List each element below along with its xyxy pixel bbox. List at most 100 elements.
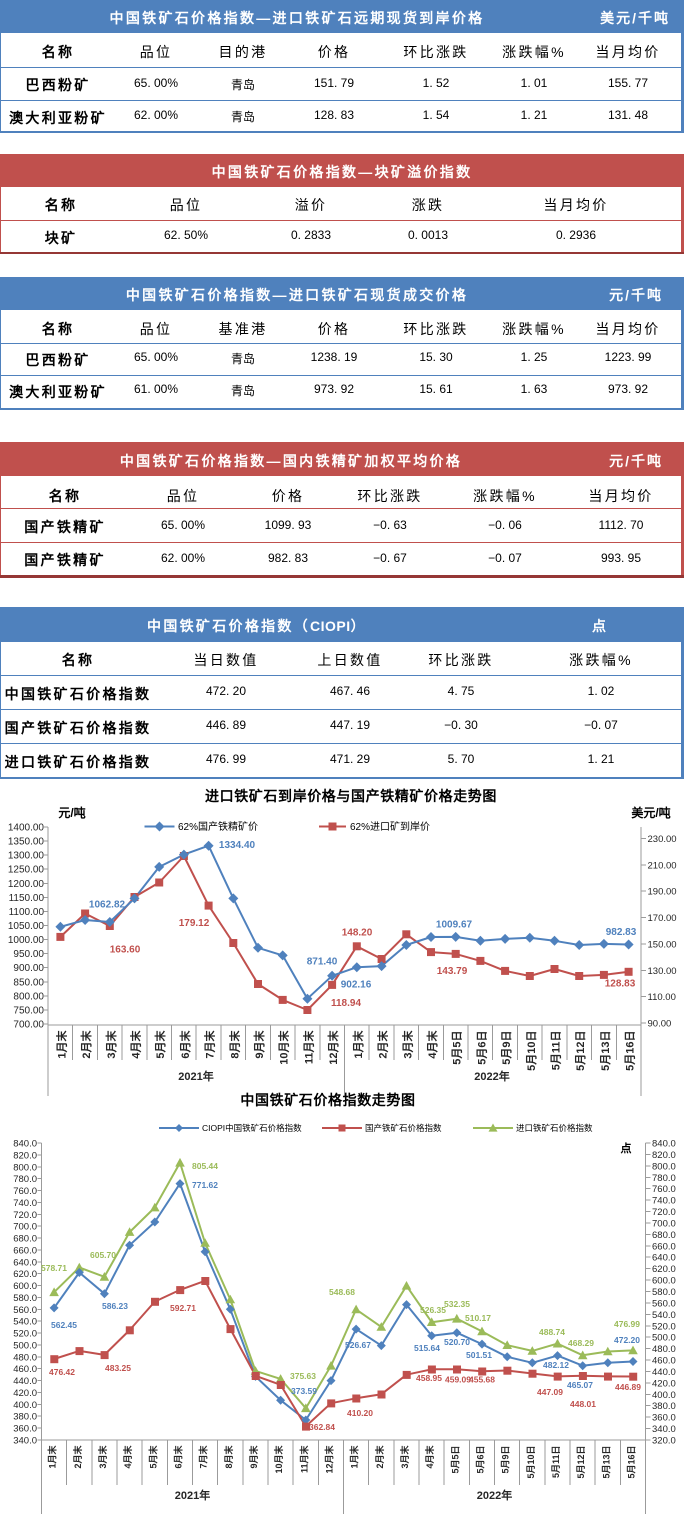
svg-text:1000.00: 1000.00 (8, 935, 45, 946)
svg-text:110.00: 110.00 (648, 992, 676, 1003)
svg-text:850.00: 850.00 (13, 977, 44, 988)
svg-text:902.16: 902.16 (341, 980, 372, 991)
svg-text:455.68: 455.68 (469, 1375, 495, 1385)
svg-text:447.09: 447.09 (537, 1387, 563, 1397)
svg-text:900.00: 900.00 (13, 963, 44, 974)
svg-text:7月末: 7月末 (198, 1445, 209, 1469)
svg-text:2月末: 2月末 (374, 1445, 385, 1469)
svg-text:526.67: 526.67 (345, 1340, 371, 1350)
svg-text:680.0: 680.0 (13, 1234, 37, 1245)
svg-text:4月末: 4月末 (424, 1445, 435, 1469)
svg-text:420.0: 420.0 (13, 1388, 37, 1399)
svg-text:468.29: 468.29 (568, 1338, 594, 1348)
svg-text:800.0: 800.0 (652, 1161, 676, 1172)
svg-text:820.0: 820.0 (652, 1150, 676, 1161)
svg-text:465.07: 465.07 (567, 1380, 593, 1390)
svg-text:点: 点 (621, 1141, 632, 1155)
svg-text:1009.67: 1009.67 (436, 920, 473, 931)
svg-text:340.0: 340.0 (13, 1436, 37, 1447)
svg-text:760.0: 760.0 (652, 1184, 676, 1195)
svg-text:150.00: 150.00 (648, 939, 677, 950)
svg-text:170.00: 170.00 (648, 913, 677, 924)
svg-text:2月末: 2月末 (72, 1445, 83, 1469)
svg-text:1150.00: 1150.00 (9, 893, 45, 904)
svg-text:771.62: 771.62 (192, 1180, 218, 1190)
svg-text:2月末: 2月末 (79, 1030, 93, 1059)
svg-text:380.0: 380.0 (13, 1412, 37, 1423)
svg-text:560.0: 560.0 (13, 1305, 37, 1316)
svg-text:1250.00: 1250.00 (8, 865, 45, 876)
svg-text:440.0: 440.0 (13, 1376, 37, 1387)
svg-text:373.59: 373.59 (291, 1386, 317, 1396)
svg-text:163.60: 163.60 (110, 945, 141, 956)
svg-text:459.09: 459.09 (445, 1375, 471, 1385)
svg-text:760.0: 760.0 (13, 1186, 37, 1197)
svg-text:660.0: 660.0 (652, 1241, 676, 1252)
svg-text:210.00: 210.00 (648, 860, 677, 871)
svg-text:1400.00: 1400.00 (8, 823, 45, 834)
svg-text:982.83: 982.83 (606, 927, 637, 938)
svg-text:5月16日: 5月16日 (624, 1031, 637, 1071)
svg-text:476.99: 476.99 (614, 1319, 640, 1329)
svg-text:700.0: 700.0 (652, 1219, 676, 1230)
svg-text:5月9日: 5月9日 (501, 1446, 511, 1474)
svg-text:1334.40: 1334.40 (219, 840, 256, 851)
svg-text:483.25: 483.25 (105, 1363, 131, 1373)
svg-text:488.74: 488.74 (539, 1327, 565, 1337)
svg-text:148.20: 148.20 (342, 928, 373, 939)
svg-text:6月末: 6月末 (178, 1030, 192, 1059)
svg-text:1月末: 1月末 (54, 1030, 68, 1059)
svg-text:CIOPI中国铁矿石价格指数: CIOPI中国铁矿石价格指数 (202, 1123, 302, 1133)
svg-text:526.35: 526.35 (420, 1305, 446, 1315)
svg-text:5月10日: 5月10日 (525, 1031, 538, 1071)
svg-text:950.00: 950.00 (13, 949, 44, 960)
svg-text:118.94: 118.94 (331, 998, 361, 1009)
svg-text:1月末: 1月末 (351, 1030, 365, 1059)
svg-text:840.0: 840.0 (652, 1139, 676, 1150)
svg-text:720.0: 720.0 (13, 1210, 37, 1221)
svg-text:11月末: 11月末 (301, 1030, 315, 1065)
svg-text:460.0: 460.0 (652, 1356, 676, 1367)
svg-text:2022年: 2022年 (477, 1488, 512, 1502)
svg-text:11月末: 11月末 (298, 1445, 309, 1474)
svg-text:740.0: 740.0 (652, 1196, 676, 1207)
svg-text:592.71: 592.71 (170, 1303, 196, 1313)
svg-text:600.0: 600.0 (13, 1281, 37, 1292)
svg-text:5月5日: 5月5日 (450, 1446, 460, 1474)
svg-text:640.0: 640.0 (652, 1253, 676, 1264)
svg-text:3月末: 3月末 (104, 1030, 118, 1059)
svg-text:660.0: 660.0 (13, 1245, 37, 1256)
svg-text:5月13日: 5月13日 (599, 1031, 612, 1071)
svg-text:805.44: 805.44 (192, 1161, 218, 1171)
svg-text:540.0: 540.0 (13, 1317, 37, 1328)
svg-text:5月9日: 5月9日 (500, 1031, 513, 1065)
svg-text:320.0: 320.0 (652, 1436, 676, 1447)
svg-text:560.0: 560.0 (652, 1298, 676, 1309)
svg-text:9月末: 9月末 (252, 1030, 266, 1059)
svg-text:5月10日: 5月10日 (526, 1446, 536, 1479)
svg-text:780.0: 780.0 (13, 1174, 37, 1185)
svg-text:520.70: 520.70 (444, 1337, 470, 1347)
svg-text:620.0: 620.0 (652, 1264, 676, 1275)
svg-text:410.20: 410.20 (347, 1408, 373, 1418)
svg-text:5月11日: 5月11日 (551, 1446, 561, 1479)
svg-text:2月末: 2月末 (376, 1030, 390, 1059)
svg-text:780.0: 780.0 (652, 1173, 676, 1184)
svg-text:800.0: 800.0 (13, 1162, 37, 1173)
svg-text:578.71: 578.71 (41, 1263, 67, 1273)
svg-text:400.0: 400.0 (13, 1400, 37, 1411)
svg-text:179.12: 179.12 (179, 918, 210, 929)
svg-text:586.23: 586.23 (102, 1301, 128, 1311)
svg-text:750.00: 750.00 (13, 1005, 44, 1016)
svg-text:740.0: 740.0 (13, 1198, 37, 1209)
svg-text:360.0: 360.0 (13, 1424, 37, 1435)
svg-text:871.40: 871.40 (307, 957, 338, 968)
svg-text:143.79: 143.79 (437, 966, 468, 977)
svg-text:1350.00: 1350.00 (8, 837, 45, 848)
svg-text:5月5日: 5月5日 (451, 1031, 464, 1065)
svg-text:548.68: 548.68 (329, 1287, 355, 1297)
svg-text:9月末: 9月末 (248, 1445, 259, 1469)
svg-text:5月6日: 5月6日 (475, 1031, 488, 1065)
svg-text:360.0: 360.0 (652, 1413, 676, 1424)
svg-text:5月16日: 5月16日 (627, 1446, 637, 1479)
